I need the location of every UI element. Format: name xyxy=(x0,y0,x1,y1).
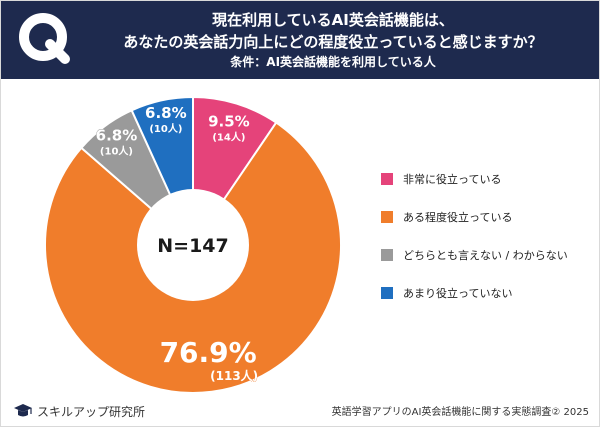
slice-count-label: (10人) xyxy=(149,122,182,135)
legend-swatch xyxy=(381,287,393,299)
legend-label: あまり役立っていない xyxy=(403,287,513,300)
legend-swatch xyxy=(381,249,393,261)
question-text: 現在利用しているAI英会話機能は、 あなたの英会話力向上にどの程度役立っていると… xyxy=(83,9,583,71)
donut-chart: N=147 9.5%(14人)76.9%(113人)6.8%(10人)6.8%(… xyxy=(44,95,342,394)
legend-item-not-helpful: あまり役立っていない xyxy=(381,283,591,303)
legend-label: 非常に役立っている xyxy=(403,173,502,186)
slice-count-label: (10人) xyxy=(100,144,133,157)
question-header: 現在利用しているAI英会話機能は、 あなたの英会話力向上にどの程度役立っていると… xyxy=(1,1,599,79)
legend-swatch xyxy=(381,173,393,185)
graduation-cap-logo-icon xyxy=(14,404,32,417)
question-line-1: 現在利用しているAI英会話機能は、 xyxy=(212,11,454,29)
question-line-2: あなたの英会話力向上にどの程度役立っていると感じますか？ xyxy=(123,33,543,51)
slice-percent-label: 76.9% xyxy=(160,336,257,369)
chart-legend: 非常に役立っている ある程度役立っている どちらとも言えない / わからない あ… xyxy=(381,169,591,321)
slice-percent-label: 6.8% xyxy=(96,126,138,144)
legend-item-neutral: どちらとも言えない / わからない xyxy=(381,245,591,265)
legend-swatch xyxy=(381,211,393,223)
center-n-label: N=147 xyxy=(157,235,228,257)
legend-label: どちらとも言えない / わからない xyxy=(403,249,568,262)
brand: スキルアップ研究所 xyxy=(13,400,145,422)
legend-item-very-helpful: 非常に役立っている xyxy=(381,169,591,189)
brand-name: スキルアップ研究所 xyxy=(37,404,146,419)
slice-count-label: (14人) xyxy=(212,130,245,143)
survey-source: 英語学習アプリのAI英会話機能に関する実態調査② 2025 xyxy=(331,407,589,418)
slice-count-label: (113人) xyxy=(210,368,258,383)
legend-item-somewhat-helpful: ある程度役立っている xyxy=(381,207,591,227)
donut-hole xyxy=(137,189,249,301)
slice-percent-label: 9.5% xyxy=(208,112,250,130)
legend-label: ある程度役立っている xyxy=(403,211,513,224)
condition-text: 条件：AI英会話機能を利用している人 xyxy=(230,55,436,69)
slice-percent-label: 6.8% xyxy=(145,104,187,122)
q-mark-icon xyxy=(19,13,70,64)
